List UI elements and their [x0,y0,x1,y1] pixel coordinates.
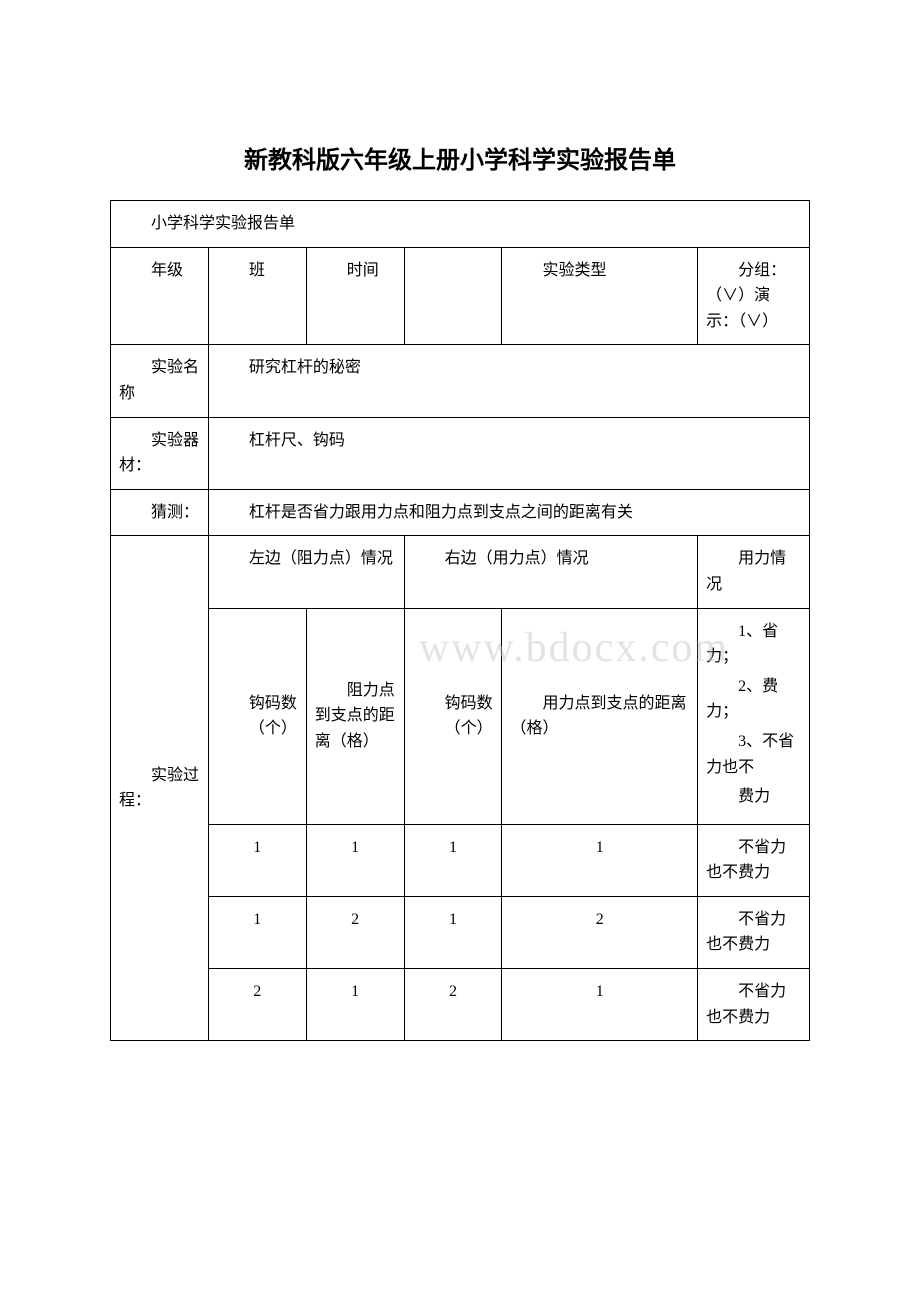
exp-type-value: 分组：（∨）演示：（∨） [698,247,810,345]
force-explain-cell: 1、省力； 2、费力； 3、不省力也不 费力 [698,608,810,824]
r2c5: 不省力也不费力 [698,896,810,968]
r1c5: 不省力也不费力 [698,824,810,896]
force-dist-header: 用力点到支点的距离（格） [502,608,698,824]
weight-unit-label-1: （个） [217,716,298,742]
time-value [404,247,502,345]
class-label: 班 [208,247,306,345]
r3c3: 2 [404,969,502,1041]
experiment-table: 小学科学实验报告单 年级 班 时间 实验类型 分组：（∨）演示：（∨） 实验名称… [110,200,810,1041]
equipment-value: 杠杆尺、钩码 [208,417,809,489]
exp-name-value: 研究杠杆的秘密 [208,345,809,417]
equipment-row: 实验器材： 杠杆尺、钩码 [111,417,810,489]
r3c1: 2 [208,969,306,1041]
r3c5: 不省力也不费力 [698,969,810,1041]
r1c1: 1 [208,824,306,896]
force-explain-4: 费力 [706,784,801,810]
exp-name-row: 实验名称 研究杠杆的秘密 [111,345,810,417]
exp-name-label: 实验名称 [111,345,209,417]
time-label: 时间 [306,247,404,345]
subtitle-row: 小学科学实验报告单 [111,201,810,248]
r1c4: 1 [502,824,698,896]
process-header-row: 实验过程： 左边（阻力点）情况 右边（用力点）情况 用力情况 [111,536,810,608]
r1c2: 1 [306,824,404,896]
weight-count-label-1: 钩码数 [217,691,298,717]
r1c3: 1 [404,824,502,896]
subtitle-cell: 小学科学实验报告单 [111,201,810,248]
right-header: 右边（用力点）情况 [404,536,698,608]
info-row: 年级 班 时间 实验类型 分组：（∨）演示：（∨） [111,247,810,345]
right-weight-header: 钩码数 （个） [404,608,502,824]
force-explain-1: 1、省力； [706,619,801,670]
weight-count-label-2: 钩码数 [413,691,494,717]
page-title: 新教科版六年级上册小学科学实验报告单 [110,140,810,175]
force-explain-2: 2、费力； [706,674,801,725]
data-row-3: 2 1 2 1 不省力也不费力 [111,969,810,1041]
grade-label: 年级 [111,247,209,345]
data-row-2: 1 2 1 2 不省力也不费力 [111,896,810,968]
force-header: 用力情况 [698,536,810,608]
r2c3: 1 [404,896,502,968]
guess-row: 猜测： 杠杆是否省力跟用力点和阻力点到支点之间的距离有关 [111,489,810,536]
guess-value: 杠杆是否省力跟用力点和阻力点到支点之间的距离有关 [208,489,809,536]
left-weight-header: www.bdocx.com 钩码数 （个） [208,608,306,824]
guess-label: 猜测： [111,489,209,536]
exp-type-label: 实验类型 [502,247,698,345]
force-explain-3: 3、不省力也不 [706,729,801,780]
r3c4: 1 [502,969,698,1041]
subheader-row: www.bdocx.com 钩码数 （个） 阻力点到支点的距离（格） 钩码数 （… [111,608,810,824]
r3c2: 1 [306,969,404,1041]
r2c2: 2 [306,896,404,968]
weight-unit-label-2: （个） [413,716,494,742]
r2c1: 1 [208,896,306,968]
data-row-1: 1 1 1 1 不省力也不费力 [111,824,810,896]
left-header: 左边（阻力点）情况 [208,536,404,608]
process-label: 实验过程： [111,536,209,1041]
resist-dist-header: 阻力点到支点的距离（格） [306,608,404,824]
equipment-label: 实验器材： [111,417,209,489]
r2c4: 2 [502,896,698,968]
